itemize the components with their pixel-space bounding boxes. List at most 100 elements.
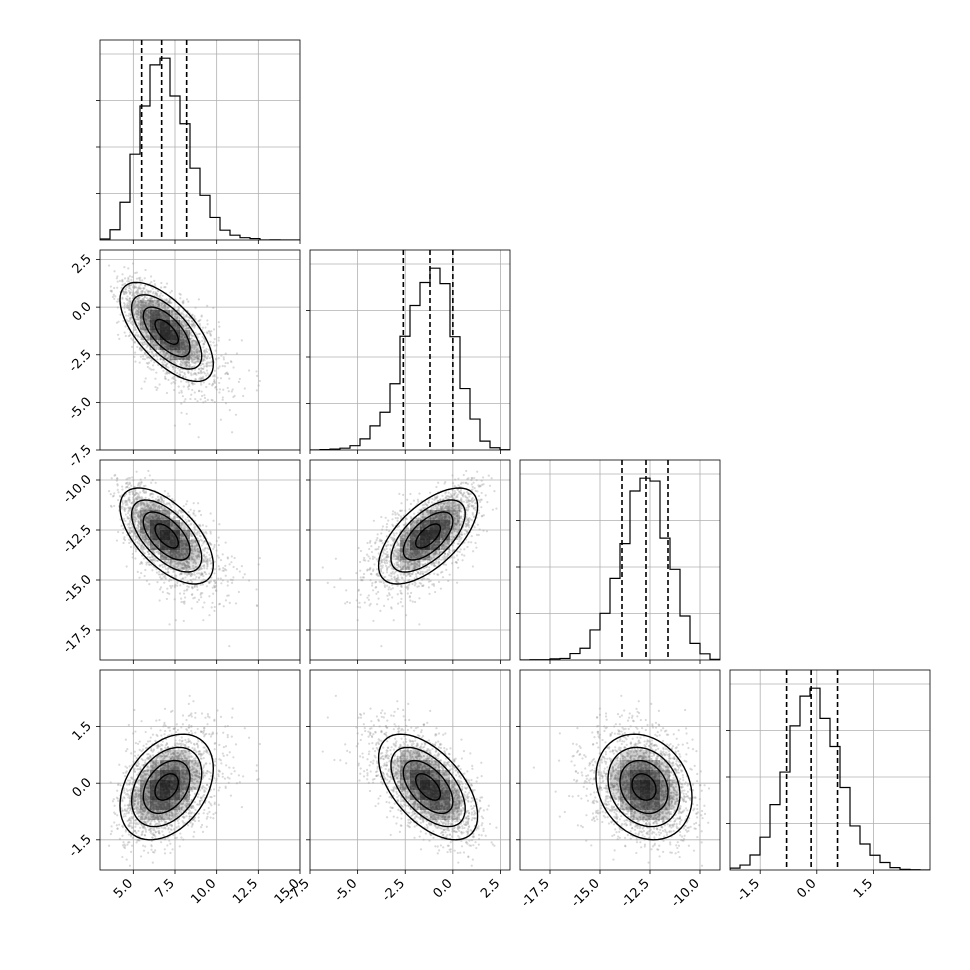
sample-point <box>156 517 159 520</box>
sample-point <box>158 348 161 351</box>
sample-point <box>146 362 150 365</box>
sample-point <box>178 521 181 524</box>
sample-point <box>145 333 148 336</box>
sample-point <box>135 526 138 529</box>
sample-point <box>150 548 153 551</box>
sample-point <box>153 283 157 286</box>
sample-point <box>226 557 229 560</box>
sample-point <box>163 345 167 348</box>
sample-point <box>194 541 197 544</box>
sample-point <box>181 348 184 351</box>
sample-point <box>215 343 218 347</box>
sample-point <box>127 276 130 279</box>
sample-point <box>138 292 141 295</box>
sample-point <box>203 359 206 362</box>
sample-point <box>146 529 149 532</box>
sample-point <box>159 296 162 299</box>
sample-point <box>160 349 164 353</box>
sample-point <box>196 531 199 534</box>
sample-point <box>163 581 166 584</box>
sample-point <box>165 363 168 366</box>
sample-point <box>147 469 150 473</box>
sample-point <box>150 330 153 333</box>
sample-point <box>184 357 187 360</box>
sample-point <box>183 371 186 375</box>
sample-point <box>135 315 138 318</box>
sample-point <box>136 570 139 574</box>
sample-point <box>147 314 150 318</box>
sample-point <box>141 343 144 346</box>
sample-point <box>133 500 136 503</box>
sample-point <box>191 325 194 328</box>
sample-point <box>128 490 132 494</box>
sample-point <box>167 317 170 320</box>
sample-point <box>178 509 182 512</box>
sample-point <box>140 509 144 512</box>
sample-point <box>160 498 164 502</box>
sample-point <box>203 353 207 356</box>
sample-point <box>133 291 137 294</box>
sample-point <box>165 365 168 369</box>
sample-point <box>152 304 155 307</box>
sample-point <box>133 538 137 542</box>
sample-point <box>163 565 167 568</box>
sample-point <box>123 536 126 539</box>
sample-point <box>205 369 209 372</box>
sample-point <box>140 520 143 524</box>
sample-point <box>238 570 241 573</box>
sample-point <box>175 562 178 565</box>
sample-point <box>176 367 180 370</box>
sample-point <box>181 338 185 341</box>
sample-point <box>201 367 204 370</box>
sample-point <box>232 366 235 369</box>
sample-point <box>151 508 155 511</box>
sample-point <box>151 350 154 353</box>
sample-point <box>163 341 166 344</box>
sample-point <box>145 297 149 300</box>
sample-point <box>185 544 188 547</box>
sample-point <box>168 347 171 350</box>
sample-point <box>144 284 147 287</box>
sample-point <box>142 287 145 290</box>
sample-point <box>191 366 194 369</box>
sample-point <box>181 334 184 337</box>
sample-point <box>151 555 154 558</box>
sample-point <box>183 336 186 339</box>
sample-point <box>111 295 115 298</box>
sample-point <box>218 568 221 571</box>
sample-point <box>147 311 151 314</box>
sample-point <box>159 495 162 499</box>
sample-point <box>230 555 233 558</box>
sample-point <box>198 532 201 535</box>
sample-point <box>213 369 216 372</box>
sample-point <box>138 285 141 288</box>
sample-point <box>143 341 146 344</box>
sample-point <box>169 349 172 353</box>
sample-point <box>189 354 192 358</box>
sample-point <box>224 361 227 365</box>
sample-point <box>182 535 185 538</box>
sample-point <box>160 507 163 510</box>
sample-point <box>138 287 141 290</box>
sample-point <box>183 351 186 354</box>
sample-point <box>140 306 144 310</box>
sample-point <box>144 315 147 319</box>
sample-point <box>132 531 135 535</box>
sample-point <box>198 355 201 358</box>
sample-point <box>203 565 206 568</box>
sample-point <box>172 368 175 371</box>
sample-point <box>154 333 157 336</box>
sample-point <box>145 517 148 520</box>
sample-point <box>181 395 184 398</box>
sample-point <box>190 369 194 372</box>
sample-point <box>170 506 173 509</box>
sample-point <box>121 283 124 287</box>
sample-point <box>131 490 135 494</box>
sample-point <box>144 490 148 493</box>
sample-point <box>138 316 141 319</box>
sample-point <box>193 372 196 375</box>
sample-point <box>138 531 142 534</box>
sample-point <box>156 358 159 361</box>
sample-point <box>127 506 130 509</box>
